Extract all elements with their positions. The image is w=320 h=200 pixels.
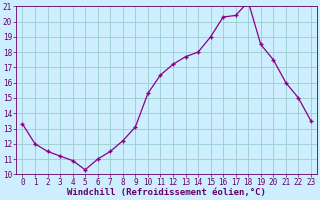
X-axis label: Windchill (Refroidissement éolien,°C): Windchill (Refroidissement éolien,°C)	[67, 188, 266, 197]
